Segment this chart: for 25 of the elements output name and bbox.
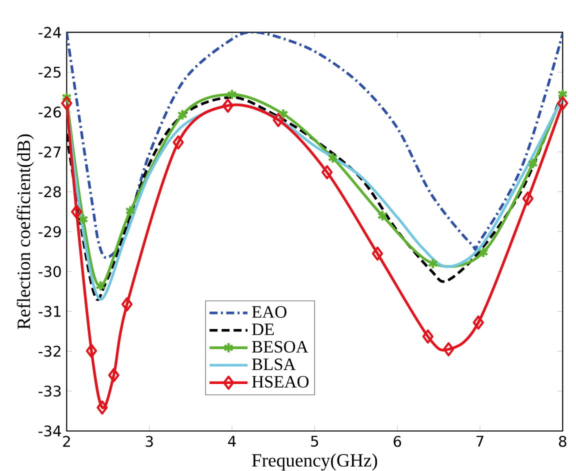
legend-label: DE bbox=[252, 324, 274, 336]
y-tick-label: -29 bbox=[38, 226, 61, 238]
x-tick-label: 3 bbox=[146, 436, 153, 447]
y-tick-label: -31 bbox=[38, 306, 60, 317]
y-tick-label: -24 bbox=[38, 26, 62, 38]
x-tick-label: 4 bbox=[228, 436, 236, 447]
legend-label: HSEAO bbox=[252, 376, 309, 388]
x-tick-label: 8 bbox=[558, 436, 566, 447]
legend-label: BESOA bbox=[252, 341, 308, 353]
x-tick-label: 5 bbox=[311, 436, 318, 447]
x-tick-label: 7 bbox=[476, 436, 484, 447]
y-tick-label: -33 bbox=[38, 386, 61, 397]
y-tick-label: -26 bbox=[38, 106, 61, 118]
x-tick-label: 6 bbox=[394, 436, 402, 447]
y-tick-label: -34 bbox=[38, 425, 62, 437]
y-tick-label: -27 bbox=[38, 146, 61, 158]
legend-label: BLSA bbox=[252, 358, 296, 370]
x-axis-title: Frequency(GHz) bbox=[252, 454, 378, 471]
y-tick-label: -32 bbox=[38, 346, 60, 357]
y-tick-label: -28 bbox=[38, 186, 61, 198]
y-axis-title: Reflection coefficient(dB) bbox=[16, 134, 34, 330]
y-tick-label: -30 bbox=[38, 266, 61, 278]
x-tick-label: 2 bbox=[63, 436, 70, 447]
y-tick-label: -25 bbox=[38, 66, 61, 78]
legend-label: EAO bbox=[252, 306, 286, 318]
